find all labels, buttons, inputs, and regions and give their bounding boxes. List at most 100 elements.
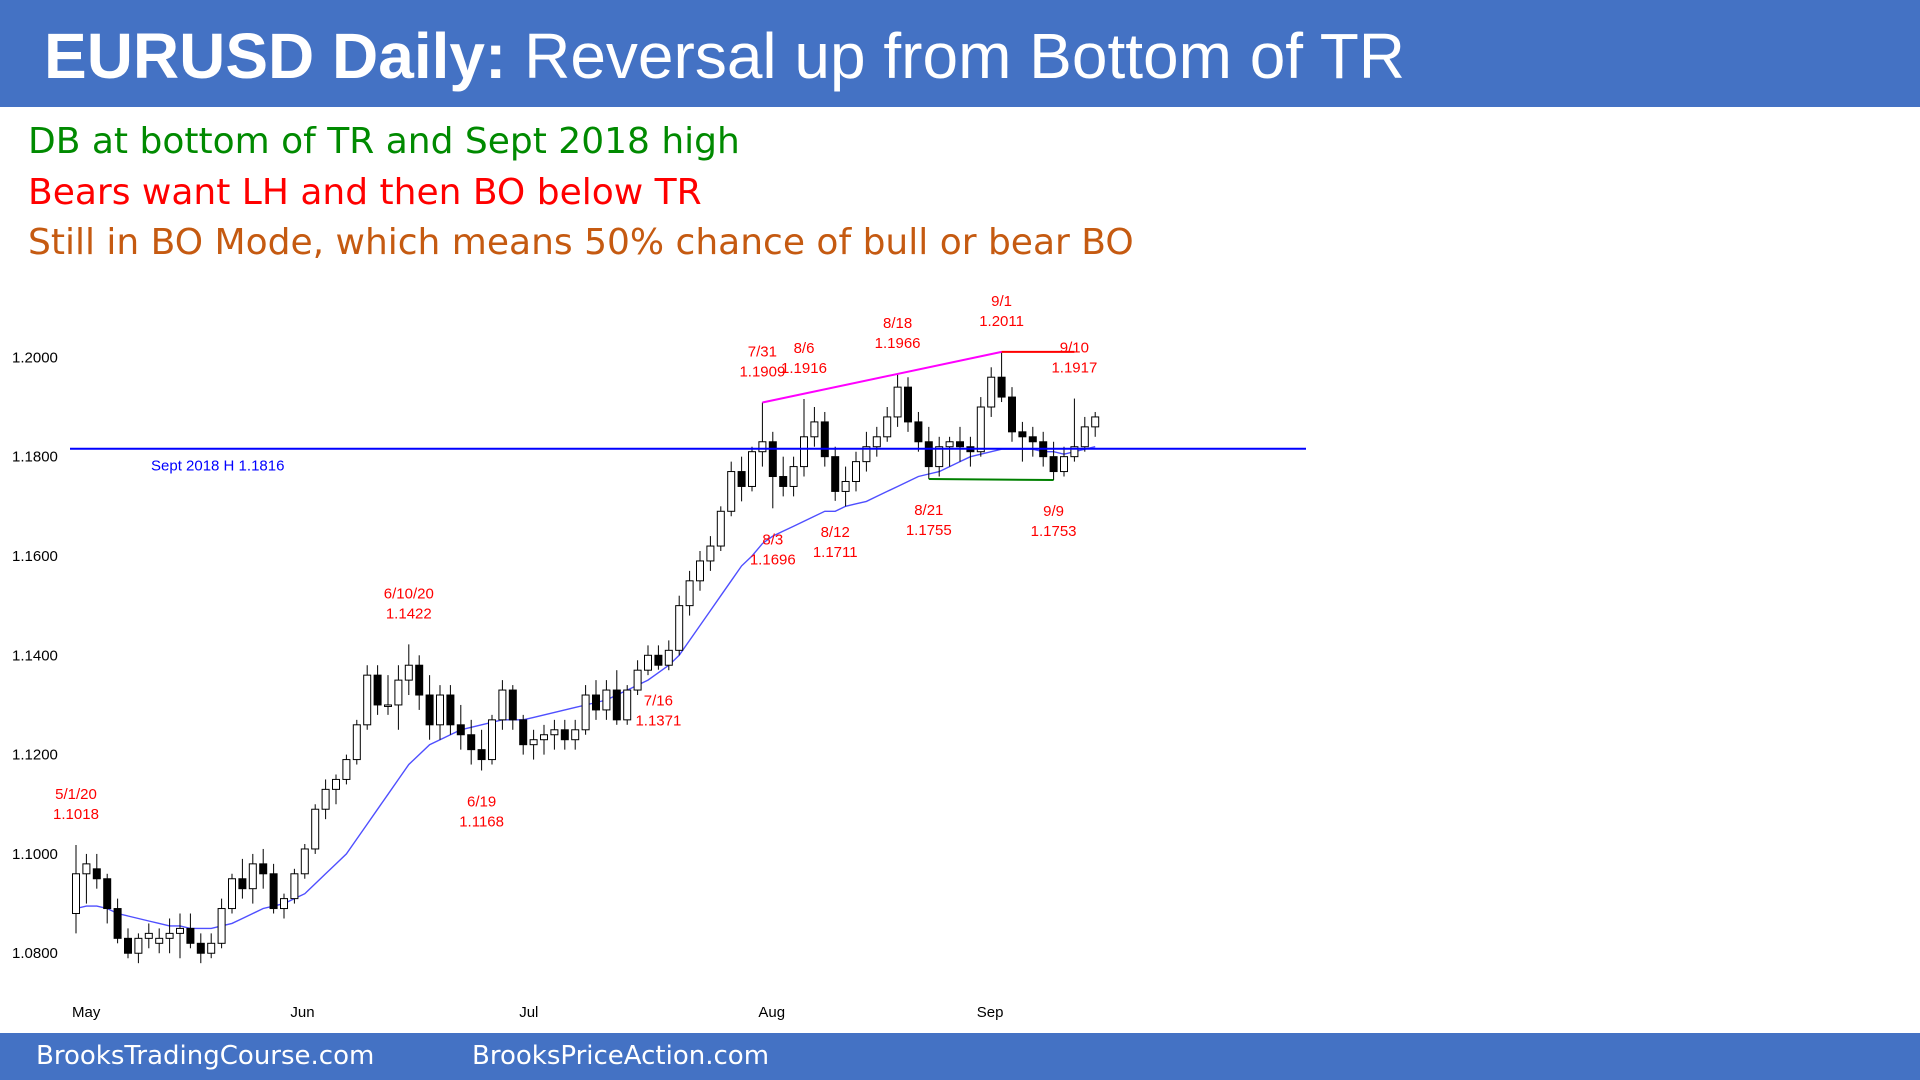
bear-candle-body	[477, 749, 486, 761]
candle	[924, 426, 933, 480]
swing-price-label: 1.1909	[739, 364, 785, 381]
y-tick-label: 1.1800	[12, 449, 58, 466]
candle	[914, 411, 923, 452]
bear-candle-body	[560, 729, 569, 741]
bull-candle-body	[155, 937, 164, 944]
bear-candle-body	[820, 421, 829, 458]
bull-candle-body	[540, 734, 548, 741]
candle	[269, 863, 278, 914]
bull-candle-body	[581, 694, 590, 731]
candle	[176, 913, 184, 959]
candle	[685, 570, 694, 616]
candle	[1008, 387, 1016, 442]
bear-candle-body	[92, 868, 101, 880]
candle	[748, 446, 756, 492]
swing-date-label: 7/16	[644, 693, 673, 710]
bear-candle-body	[768, 441, 777, 478]
bull-candle-body	[1091, 416, 1100, 428]
bull-candle-body	[935, 446, 944, 468]
bear-candle-body	[831, 456, 840, 492]
footer-link-tradingcourse[interactable]: BrooksTradingCourse.com	[36, 1041, 375, 1071]
title-subtitle: Reversal up from Bottom of TR	[506, 20, 1405, 92]
candle	[290, 868, 299, 904]
bull-candle-body	[664, 649, 673, 666]
bull-candle-body	[706, 545, 715, 562]
candle	[311, 804, 320, 854]
candle	[82, 853, 91, 904]
bear-candle-body	[737, 471, 746, 487]
swing-date-label: 9/1	[991, 293, 1012, 310]
candle	[467, 719, 476, 765]
bear-candle-body	[456, 724, 465, 736]
candle	[893, 374, 902, 427]
bull-candle-body	[404, 664, 413, 681]
candle	[581, 685, 590, 735]
bear-candle-body	[654, 654, 663, 666]
bull-candle-body	[300, 848, 309, 875]
candle	[332, 774, 340, 805]
candle	[883, 407, 892, 442]
swing-price-label: 1.1711	[813, 544, 858, 561]
swing-price-label: 1.2011	[979, 313, 1024, 330]
candle	[238, 858, 247, 899]
candle	[789, 456, 798, 497]
footer-link-priceaction[interactable]: BrooksPriceAction.com	[472, 1041, 770, 1071]
x-tick-label: Aug	[758, 1004, 785, 1021]
candle	[841, 466, 850, 507]
bull-candle-body	[789, 466, 798, 487]
bear-candle-body	[1028, 436, 1037, 443]
candle	[488, 714, 496, 765]
labels-layer: 1.0800 1.1000 1.1200 1.1400 1.1600 1.1800 1.20…	[12, 293, 1097, 1021]
candle	[945, 436, 954, 467]
bull-candle-body	[176, 927, 184, 934]
bull-candle-body	[748, 451, 756, 487]
bull-candle-body	[633, 669, 642, 691]
bull-candle-body	[498, 689, 507, 721]
swing-date-label: 8/3	[762, 531, 783, 548]
candle	[300, 843, 309, 879]
candle	[696, 551, 704, 591]
bear-candle-body	[612, 689, 621, 721]
candle	[1060, 446, 1068, 477]
swing-price-label: 1.1916	[781, 360, 827, 377]
swing-date-label: 9/9	[1043, 503, 1064, 520]
swing-date-label: 6/19	[467, 793, 496, 810]
swing-price-label: 1.1422	[386, 605, 432, 622]
bull-candle-body	[696, 560, 704, 582]
candle	[436, 685, 444, 740]
candle	[571, 719, 580, 750]
candle	[477, 729, 486, 771]
candle	[363, 665, 372, 730]
bear-candle-body	[924, 441, 933, 468]
candle	[779, 456, 788, 497]
bull-candle-body	[893, 386, 902, 418]
x-tick-label: Jul	[519, 1004, 538, 1021]
bull-candle-body	[144, 932, 153, 939]
candle	[186, 913, 195, 949]
swing-price-label: 1.1018	[53, 806, 99, 823]
y-tick-label: 1.2000	[12, 349, 58, 366]
bull-candle-body	[321, 788, 330, 810]
candle	[820, 411, 829, 467]
bear-candle-body	[113, 908, 122, 939]
bear-candle-body	[238, 878, 247, 890]
candle	[456, 704, 465, 750]
candle	[654, 645, 663, 670]
bull-candle-body	[529, 739, 538, 746]
bull-candle-body	[685, 580, 694, 607]
candle	[446, 685, 455, 735]
bull-candle-body	[810, 421, 819, 438]
candle	[560, 719, 569, 750]
candle	[623, 685, 632, 725]
bear-candle-body	[124, 937, 132, 954]
candle	[862, 431, 871, 472]
note-bears: Bears want LH and then BO below TR	[28, 172, 702, 213]
y-tick-label: 1.1000	[12, 846, 58, 863]
bull-candle-body	[644, 654, 652, 671]
bull-candle-body	[384, 704, 392, 707]
note-breakout-mode: Still in BO Mode, which means 50% chance…	[28, 222, 1134, 263]
title-instrument: EURUSD Daily:	[44, 20, 507, 92]
bear-candle-body	[914, 421, 923, 443]
candle	[228, 873, 236, 914]
bull-candle-body	[758, 441, 767, 453]
